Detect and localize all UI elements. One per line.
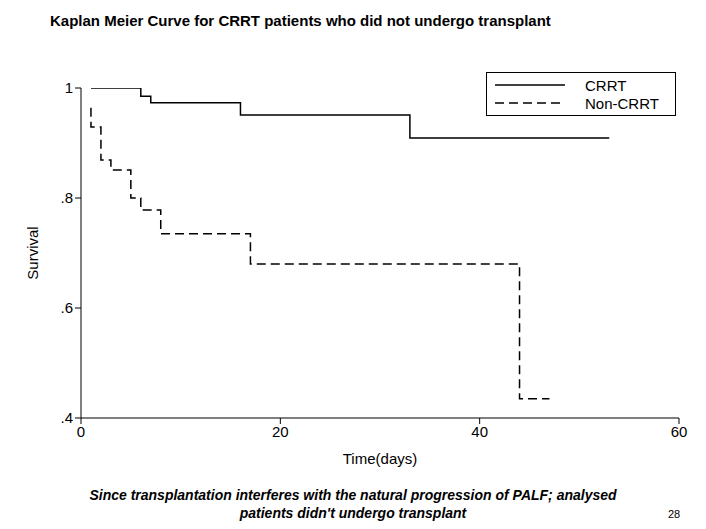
svg-text:1: 1 — [65, 79, 73, 96]
html-text:patients didn't undergo transp: patients didn't undergo transplant — [239, 505, 467, 521]
svg-text:40: 40 — [471, 423, 488, 440]
html-text:Kaplan Meier Curve for CRRT pa: Kaplan Meier Curve for CRRT patients who… — [50, 12, 551, 29]
html-text:Non-CRRT: Non-CRRT — [585, 94, 659, 112]
svg-text:.8: .8 — [60, 189, 73, 206]
svg-text:60: 60 — [671, 423, 688, 440]
svg-text:.6: .6 — [60, 299, 73, 316]
html-text:28: 28 — [668, 508, 681, 520]
html-text:CRRT: CRRT — [585, 76, 627, 94]
svg-text:Survival: Survival — [24, 226, 41, 279]
svg-text:.4: .4 — [60, 409, 73, 426]
svg-text:20: 20 — [272, 423, 289, 440]
html-text:Since transplantation interfer: Since transplantation interferes with th… — [89, 487, 617, 503]
svg-text:0: 0 — [77, 423, 85, 440]
svg-text:Time(days): Time(days) — [343, 450, 417, 467]
